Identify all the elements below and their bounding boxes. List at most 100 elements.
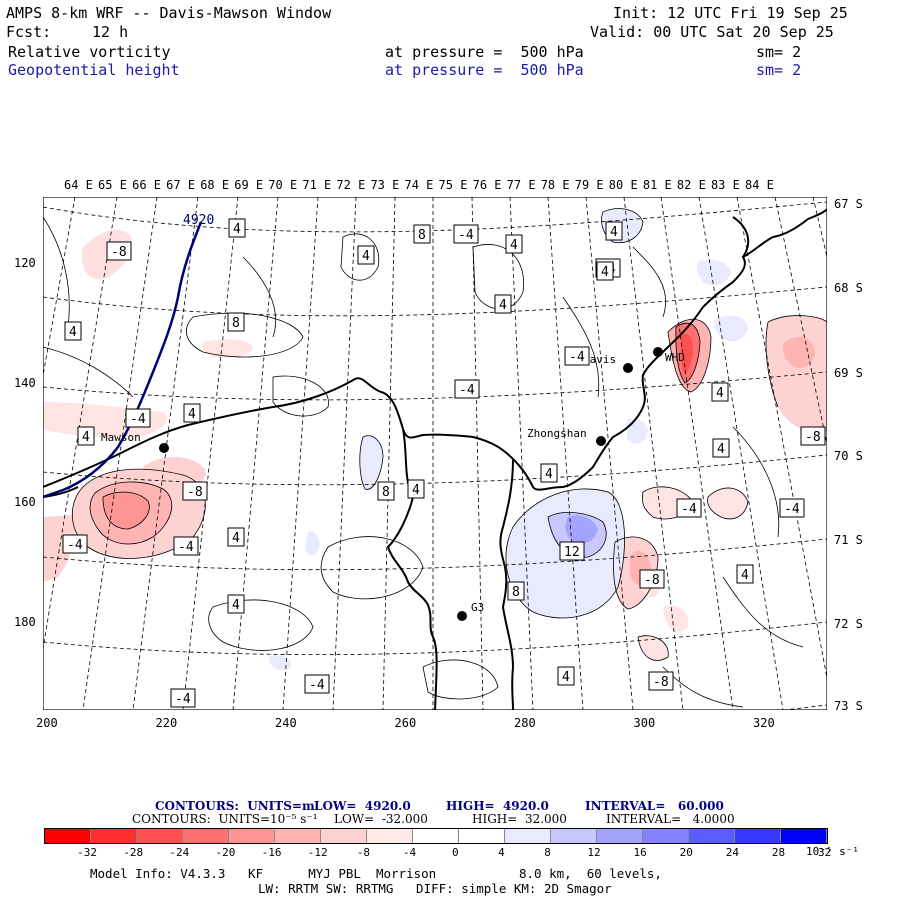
colorbar-tick: 20	[679, 846, 693, 859]
contour-label-box	[676, 498, 702, 518]
contour-label-box	[377, 481, 395, 501]
contour-label-box	[596, 261, 614, 281]
field1-name: Relative vorticity	[8, 43, 171, 61]
contour-label: 4	[545, 467, 553, 482]
vort-low: LOW= -32.000	[334, 812, 428, 826]
contour-value-labels: -8 4 -4 4 8 4 8 4 -4 4 4 4 -4 -4 -4 4 4 -8 8 4 -8 -4 4 4 12 8 -4 -8…	[62, 218, 826, 708]
field1-smooth: sm= 2	[756, 43, 802, 61]
contour-label-box	[557, 666, 575, 686]
contour-label-box	[505, 234, 523, 254]
vorticity-map: 4920 Mawson Davis WHD Zhongshan G3 -8 4 -4 4 8 4 8…	[43, 197, 827, 710]
longitude-label: 82 E	[676, 178, 706, 192]
longitude-label: 74 E	[404, 178, 434, 192]
contour-label: 4	[499, 298, 507, 313]
contour-label-box	[227, 527, 245, 547]
colorbar-segment	[275, 829, 321, 843]
contour-label-box	[170, 688, 196, 708]
longitude-label: 66 E	[132, 178, 161, 192]
contour-label: 8	[232, 316, 240, 331]
contour-label: 4	[233, 222, 241, 237]
contour-label: -8	[653, 675, 669, 690]
colorbar-tick: -20	[215, 846, 236, 859]
contour-label-box	[77, 426, 95, 446]
vort-contours-info: CONTOURS: UNITS=10⁻⁵ s⁻¹	[132, 812, 318, 826]
contour-label: 4	[510, 238, 518, 253]
contour-label: 4	[601, 265, 609, 280]
colorbar-segment	[735, 829, 781, 843]
longitude-label: 71 E	[302, 178, 332, 192]
latitude-label: 67 S	[834, 197, 863, 211]
longitude-label: 83 E	[710, 178, 740, 192]
height-interval: INTERVAL= 60.000	[585, 799, 724, 813]
latitude-label: 69 S	[834, 366, 863, 380]
longitude-label: 75 E	[438, 178, 468, 192]
contour-label-box	[605, 221, 623, 241]
colorbar-tick: 0	[452, 846, 459, 859]
contour-label: 8	[512, 585, 520, 600]
station-label: Davis	[583, 353, 616, 366]
contour-label: -4	[175, 692, 191, 707]
grid-x-tick: 220	[155, 716, 178, 730]
colorbar-segment	[597, 829, 643, 843]
colorbar-tick: 12	[587, 846, 601, 859]
station-marker	[653, 347, 663, 357]
colorbar-segment	[551, 829, 597, 843]
station-label: Mawson	[101, 431, 141, 444]
contour-label: -4	[130, 412, 146, 427]
contour-label: 4	[741, 568, 749, 583]
latitude-label: 70 S	[834, 449, 863, 463]
grid-x-tick: 280	[514, 716, 536, 730]
colorbar-segment	[229, 829, 275, 843]
longitude-label: 67 E	[166, 178, 196, 192]
longitude-label: 72 E	[336, 178, 366, 192]
coastline	[43, 208, 827, 710]
fcst-label: Fcst:	[6, 23, 52, 41]
colorbar-segment	[367, 829, 413, 843]
latitude-label: 71 S	[834, 533, 863, 547]
contour-label-box	[564, 346, 590, 366]
field2-name: Geopotential height	[8, 61, 180, 79]
contour-label-box	[106, 241, 132, 261]
grid-x-tick: 320	[753, 716, 775, 730]
contour-label-box	[736, 564, 754, 584]
contour-label-box	[800, 426, 826, 446]
contour-label: -4	[178, 540, 194, 555]
model-info: Model Info: V4.3.3 KF MYJ PBL Morrison 8…	[90, 866, 662, 881]
contour-label-box	[540, 463, 558, 483]
contour-label-box	[62, 534, 88, 554]
contour-label: 4	[362, 249, 370, 264]
contour-label-box	[304, 674, 330, 694]
colorbar-segment	[413, 829, 459, 843]
height-high: HIGH= 4920.0	[446, 799, 549, 813]
colorbar-tick: -4	[402, 846, 417, 859]
contour-label-box	[227, 312, 245, 332]
contour-label: 4	[717, 442, 725, 457]
contour-label-box	[64, 321, 82, 341]
grid-y-tick: 160	[14, 495, 36, 509]
vorticity-contours	[43, 208, 827, 708]
colorbar-tick: 28	[771, 846, 786, 859]
contour-label-box	[494, 294, 512, 314]
contour-label-box	[454, 379, 480, 399]
contour-label-box	[125, 408, 151, 428]
colorbar-segment	[183, 829, 229, 843]
contour-label: 12	[564, 545, 580, 560]
model-title: AMPS 8-km WRF -- Davis-Mawson Window	[6, 4, 332, 22]
valid-time: Valid: 00 UTC Sat 20 Sep 25	[590, 23, 834, 41]
contour-label: 4	[412, 483, 420, 498]
contour-label: -4	[458, 228, 474, 243]
contour-label: 4	[232, 531, 240, 546]
colorbar-tick: -28	[123, 846, 144, 859]
contour-label: 8	[418, 228, 426, 243]
contour-label: -8	[187, 485, 203, 500]
contour-label: -8	[805, 430, 821, 445]
station-label: WHD	[665, 351, 685, 364]
station-marker	[623, 363, 633, 373]
colorbar-segment	[137, 829, 183, 843]
height-contours-info: CONTOURS: UNITS=m	[155, 799, 315, 813]
contour-label-box	[648, 671, 674, 691]
vort-high: HIGH= 32.000	[472, 812, 567, 826]
colorbar-segment	[459, 829, 505, 843]
contour-label-box	[559, 541, 585, 561]
colorbar	[44, 828, 828, 844]
